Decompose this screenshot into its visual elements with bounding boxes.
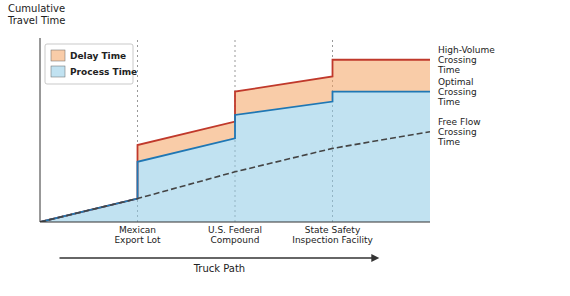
y-axis	[40, 38, 41, 222]
legend-box	[45, 44, 133, 84]
series-label: Free FlowCrossingTime	[437, 116, 481, 146]
series-label: High-VolumeCrossingTime	[437, 44, 495, 74]
x-arrow-head	[371, 254, 379, 262]
section-label: U.S. FederalCompound	[208, 225, 262, 245]
legend-label: Delay Time	[70, 51, 126, 61]
section-label: MexicanExport Lot	[114, 225, 161, 245]
y-axis-label: CumulativeTravel Time	[7, 3, 65, 26]
x-arrow	[60, 257, 374, 258]
legend-label: Process Time	[70, 67, 137, 77]
section-label: State SafetyInspection Facility	[292, 225, 373, 245]
x-axis	[40, 222, 430, 223]
series-line	[40, 132, 430, 222]
legend-swatch	[51, 50, 65, 61]
series-line	[40, 92, 430, 222]
series-label: OptimalCrossingTime	[437, 76, 477, 106]
legend-swatch	[51, 66, 65, 77]
x-axis-label: Truck Path	[193, 263, 246, 274]
chart: High-VolumeCrossingTimeOptimalCrossingTi…	[0, 0, 570, 296]
legend: Delay Time Process Time	[45, 44, 137, 84]
